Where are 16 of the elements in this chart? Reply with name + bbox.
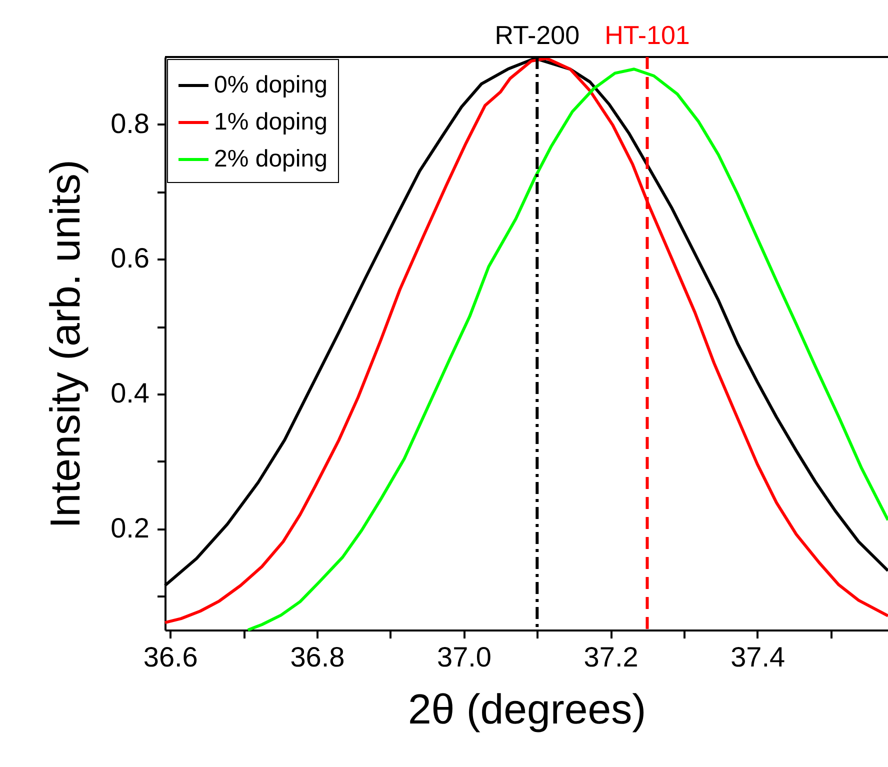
x-tick-label: 37.0 [436,642,492,672]
x-tick-label: 37.2 [584,642,638,672]
ref-line-label: RT-200 [494,20,580,50]
legend-label: 2% doping [214,146,328,172]
y-tick-label: 0.2 [110,512,150,544]
x-tick-label: 36.8 [290,642,345,672]
y-tick-label: 0.4 [110,378,150,409]
y-tick-label: 0.6 [110,242,150,274]
x-axis-title: 2θ (degrees) [408,686,646,732]
legend-label: 1% doping [214,108,328,136]
ref-line-label: HT-101 [604,20,690,50]
x-tick-label: 37.4 [730,642,786,672]
legend-label: 0% doping [214,72,328,98]
y-tick-label: 0.8 [110,108,150,139]
y-axis-title: Intensity (arb. units) [42,160,89,528]
x-tick-label: 36.6 [143,642,198,672]
